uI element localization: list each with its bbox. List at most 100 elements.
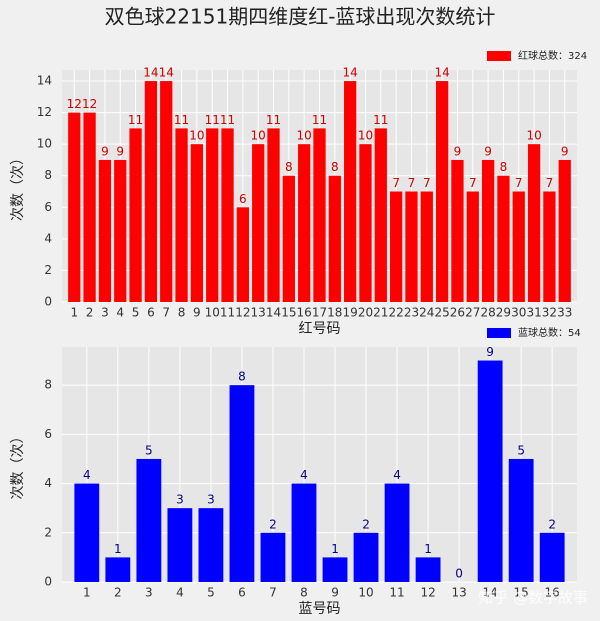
x-tick-label: 3 [145,586,153,600]
legend-label: 红球总数：324 [518,49,587,62]
x-tick-label: 15 [514,586,529,600]
x-tick-label: 30 [511,306,526,320]
bar [508,458,534,582]
y-tick-label: 2 [44,525,52,539]
value-label: 5 [145,443,153,457]
bar [160,81,173,302]
x-tick-label: 1 [70,306,78,320]
value-label: 9 [101,144,109,158]
watermark: 知乎 @数字故事 [478,589,588,607]
bar [83,112,96,302]
x-tick-label: 10 [358,586,373,600]
x-tick-label: 7 [269,586,277,600]
x-tick-label: 2 [86,306,94,320]
y-tick-label: 2 [44,263,52,277]
value-label: 4 [393,468,401,482]
bar [390,191,403,302]
value-label: 12 [67,97,82,111]
bar [129,128,142,302]
bar [374,128,387,302]
bar [252,144,265,302]
value-label: 4 [83,468,91,482]
value-label: 7 [515,176,523,190]
value-label: 9 [454,144,462,158]
bar [236,207,249,302]
bar [98,159,112,302]
value-label: 8 [238,370,246,384]
value-label: 5 [517,443,525,457]
legend-swatch [487,328,511,338]
y-tick-label: 14 [37,74,52,88]
value-label: 14 [159,66,174,80]
value-label: 8 [500,160,508,174]
value-label: 7 [546,176,554,190]
value-label: 14 [434,66,449,80]
value-label: 7 [469,176,477,190]
bar [384,483,410,582]
y-tick-label: 0 [44,295,52,309]
value-label: 0 [455,567,463,581]
value-label: 14 [343,66,358,80]
y-tick-label: 6 [44,200,52,214]
bar [497,175,510,302]
value-label: 11 [373,113,388,127]
x-axis-label: 红号码 [299,321,341,337]
x-tick-label: 3 [101,306,109,320]
x-tick-label: 23 [404,306,419,320]
bar [136,458,162,582]
value-label: 10 [297,129,312,143]
value-label: 9 [116,144,124,158]
value-label: 1 [424,542,432,556]
bar [322,557,348,582]
value-label: 2 [269,517,277,531]
x-tick-label: 4 [116,306,124,320]
bar [206,128,219,302]
x-tick-label: 33 [557,306,572,320]
bar [512,191,525,302]
x-tick-label: 6 [147,306,155,320]
value-label: 10 [526,129,541,143]
value-label: 7 [392,176,400,190]
bar [477,360,503,582]
bar [313,128,326,302]
bar [105,557,131,582]
value-label: 7 [408,176,416,190]
x-tick-label: 13 [251,306,266,320]
value-label: 8 [285,160,293,174]
x-tick-label: 1 [83,586,91,600]
x-tick-label: 31 [526,306,541,320]
value-label: 8 [331,160,339,174]
x-tick-label: 11 [220,306,235,320]
y-tick-label: 8 [44,168,52,182]
value-label: 7 [423,176,431,190]
x-tick-label: 27 [465,306,480,320]
x-tick-label: 14 [482,586,497,600]
y-tick-label: 8 [44,378,52,392]
x-tick-label: 4 [176,586,184,600]
bar [74,483,100,582]
value-label: 10 [251,129,266,143]
bar [435,81,449,302]
value-label: 10 [189,129,204,143]
legend-swatch [487,51,511,61]
x-tick-label: 26 [450,306,465,320]
value-label: 11 [128,113,143,127]
x-tick-label: 2 [114,586,122,600]
value-label: 11 [174,113,189,127]
x-tick-label: 5 [207,586,215,600]
bar [359,144,372,302]
bar [298,144,311,302]
x-tick-label: 12 [420,586,435,600]
bar [282,175,295,302]
bar [291,483,317,582]
x-tick-label: 6 [238,586,246,600]
bar [267,128,280,302]
value-label: 1 [331,542,339,556]
value-label: 9 [561,144,569,158]
bar [344,81,357,302]
bar [167,508,193,582]
x-tick-label: 22 [388,306,403,320]
x-tick-label: 18 [327,306,342,320]
bar [175,128,188,302]
